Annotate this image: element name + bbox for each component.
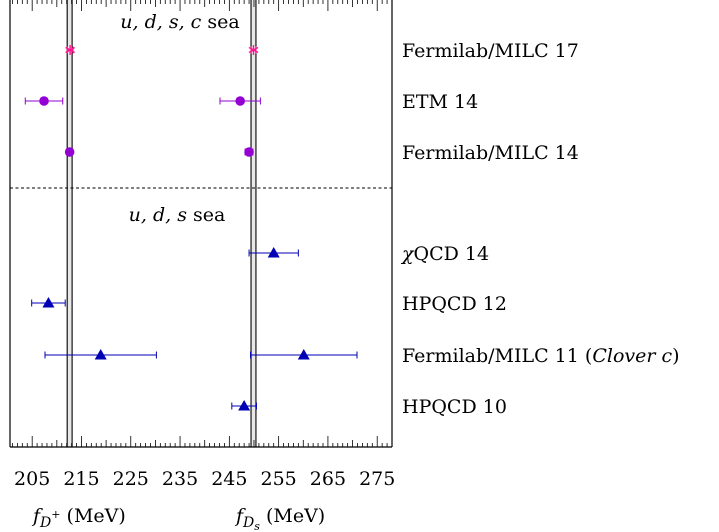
- circle-marker: [64, 147, 75, 157]
- x-tick-label: 255: [260, 468, 296, 490]
- collaboration-label: χQCD 14: [400, 243, 489, 265]
- circle-marker: [235, 96, 245, 106]
- point-fDs-3: [248, 247, 299, 258]
- point-fDs-5: [250, 349, 358, 360]
- circle-marker: [39, 96, 49, 106]
- x-tick-label: 275: [359, 468, 395, 490]
- x-tick-label: 245: [211, 468, 247, 490]
- x-axis-ticks: 205 215 225 235 245 255 265 275: [12, 0, 395, 490]
- x-axis-label-fDs: fDs (MeV): [234, 505, 325, 532]
- triangle-marker: [297, 349, 310, 360]
- circle-marker: [244, 147, 254, 157]
- collaboration-label: ETM 14: [402, 91, 478, 113]
- data-points: [24, 45, 358, 411]
- triangle-marker: [94, 349, 107, 360]
- collaboration-label: HPQCD 12: [402, 293, 507, 315]
- point-fDs-0: [248, 45, 259, 55]
- x-axis-label-fD-plus: fD+ (MeV): [31, 505, 126, 531]
- collaboration-label: Fermilab/MILC 14: [402, 142, 579, 164]
- x-tick-label: 225: [113, 468, 149, 490]
- section-label-uds-sea: u, d, s sea: [129, 204, 226, 226]
- point-fDs-2: [244, 147, 254, 157]
- point-fD-1: [24, 96, 64, 106]
- collaboration-label: Fermilab/MILC 11 (Clover c): [402, 345, 680, 367]
- triangle-marker: [267, 247, 280, 258]
- average-bands: [66, 0, 257, 447]
- collaboration-label: Fermilab/MILC 17: [402, 40, 579, 62]
- band-fill: [251, 0, 256, 447]
- collaboration-label: HPQCD 10: [402, 396, 507, 418]
- x-tick-label: 205: [14, 468, 50, 490]
- plot-frame: [9, 0, 393, 448]
- point-fD-2: [64, 147, 75, 157]
- sea-section-labels: u, d, s, c sea u, d, s sea: [120, 11, 239, 226]
- star-stroke: [65, 46, 75, 54]
- x-tick-label: 235: [162, 468, 198, 490]
- band-fD-plus: [66, 0, 73, 447]
- star-stroke: [248, 46, 259, 54]
- point-fDs-1: [219, 96, 261, 106]
- x-axis-labels: fD+ (MeV) fDs (MeV): [31, 505, 325, 532]
- triangle-marker: [42, 297, 55, 308]
- triangle-marker: [238, 400, 251, 411]
- band-fDs: [250, 0, 257, 447]
- x-tick-label: 215: [63, 468, 99, 490]
- point-fD-4: [31, 297, 66, 308]
- x-tick-label: 265: [310, 468, 346, 490]
- point-fD-5: [44, 349, 157, 360]
- band-fill: [67, 0, 73, 447]
- point-fDs-6: [231, 400, 257, 411]
- collaboration-labels: Fermilab/MILC 17 ETM 14 Fermilab/MILC 14 χQ…: [400, 40, 680, 418]
- point-fD-0: [65, 45, 75, 55]
- section-label-udsc-sea: u, d, s, c sea: [120, 11, 239, 33]
